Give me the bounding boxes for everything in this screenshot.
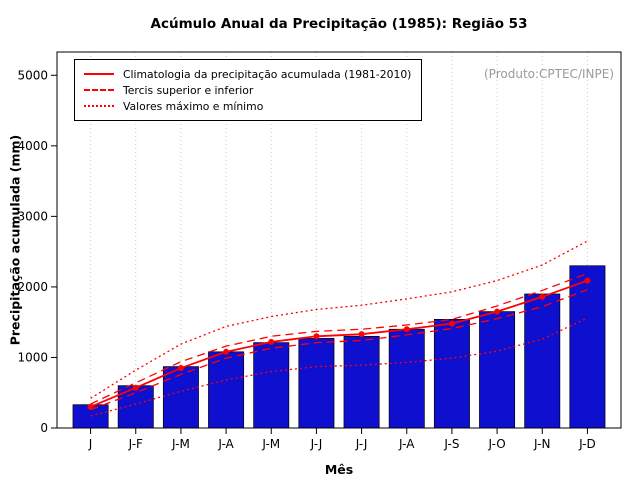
svg-text:1000: 1000 (17, 350, 48, 364)
svg-text:3000: 3000 (17, 209, 48, 223)
svg-text:J-N: J-N (533, 437, 550, 451)
svg-text:J: J (88, 437, 93, 451)
legend-label-max-min: Valores máximo e mínimo (123, 99, 264, 113)
legend-label-terciles: Tercis superior e inferior (123, 83, 254, 97)
legend-item-terciles: Tercis superior e inferior (84, 82, 411, 98)
svg-text:J-A: J-A (398, 437, 415, 451)
legend: Climatologia da precipitação acumulada (… (74, 59, 423, 121)
product-source-annotation: (Produto:CPTEC/INPE) (484, 67, 614, 81)
svg-text:2000: 2000 (17, 280, 48, 294)
svg-text:0: 0 (40, 421, 48, 435)
dashed-red-line-sample (84, 89, 114, 91)
legend-item-climatology: Climatologia da precipitação acumulada (… (84, 66, 411, 82)
x-axis-label: Mês (324, 462, 354, 477)
solid-red-line-sample (84, 73, 114, 75)
svg-text:5000: 5000 (17, 68, 48, 82)
svg-text:4000: 4000 (17, 139, 48, 153)
svg-text:J-J: J-J (310, 437, 323, 451)
svg-text:J-O: J-O (487, 437, 505, 451)
svg-text:J-M: J-M (171, 437, 190, 451)
svg-text:J-A: J-A (217, 437, 234, 451)
legend-label-climatology: Climatologia da precipitação acumulada (… (123, 67, 412, 81)
legend-item-max-min: Valores máximo e mínimo (84, 98, 411, 114)
dotted-red-line-sample (84, 105, 114, 107)
svg-text:J-D: J-D (578, 437, 596, 451)
svg-text:J-S: J-S (443, 437, 459, 451)
svg-text:J-M: J-M (261, 437, 280, 451)
chart-title: Acúmulo Anual da Precipitação (1985): Re… (150, 16, 528, 32)
svg-text:J-F: J-F (128, 437, 143, 451)
svg-text:J-J: J-J (355, 437, 368, 451)
